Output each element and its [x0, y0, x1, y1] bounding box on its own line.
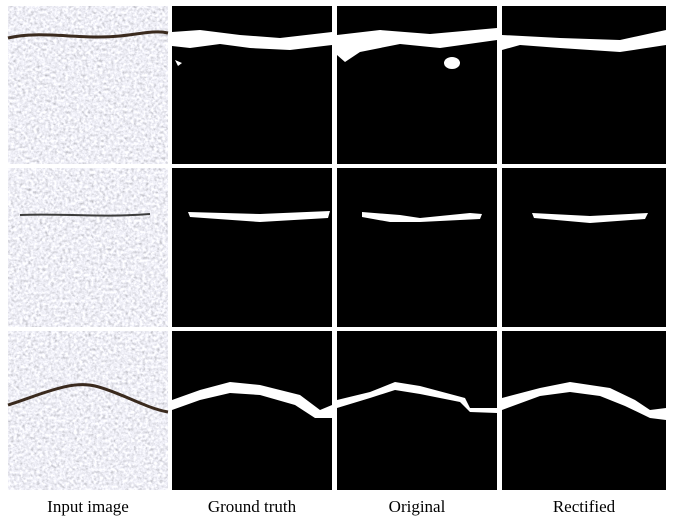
column-label: Rectified — [553, 497, 616, 516]
column-label: Input image — [47, 497, 129, 516]
input-images — [7, 6, 169, 490]
input-image — [8, 6, 168, 164]
mask-images — [172, 6, 666, 490]
input-image — [8, 168, 168, 327]
column-label: Ground truth — [208, 497, 297, 516]
crack — [19, 213, 151, 217]
column-label: Original — [389, 497, 446, 516]
crack — [7, 383, 169, 414]
crack — [7, 30, 169, 40]
input-image — [8, 331, 168, 490]
